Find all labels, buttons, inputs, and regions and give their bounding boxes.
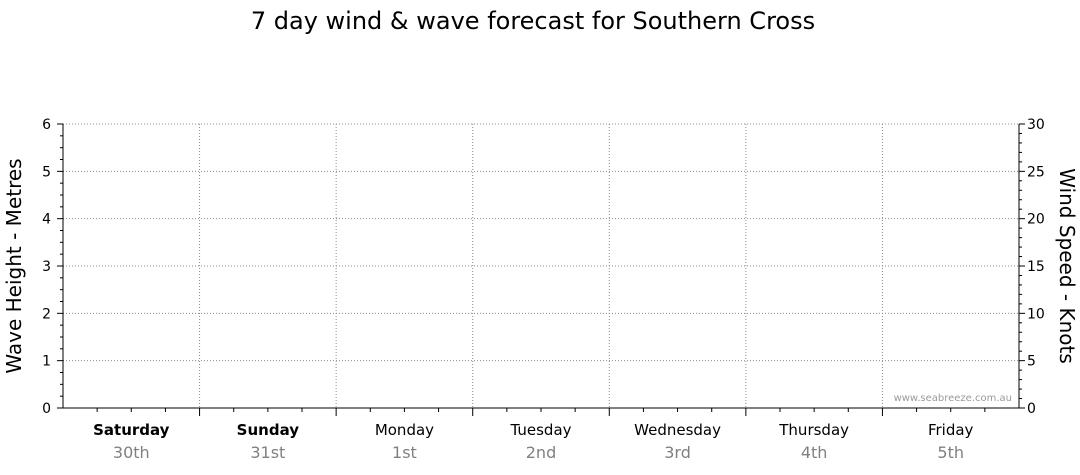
watermark: www.seabreeze.com.au	[894, 393, 1012, 404]
day-date-label: 3rd	[664, 443, 691, 462]
right-tick-label: 25	[1027, 164, 1045, 180]
day-date-label: 4th	[801, 443, 828, 462]
left-tick-label: 6	[42, 117, 51, 133]
day-name-label: Saturday	[93, 421, 170, 439]
day-date-label: 30th	[113, 443, 150, 462]
day-date-label: 1st	[392, 443, 417, 462]
left-tick-label: 5	[42, 164, 51, 180]
right-tick-label: 30	[1027, 117, 1045, 133]
chart-title: 7 day wind & wave forecast for Southern …	[251, 7, 815, 35]
right-y-ticks: 0 5 10 15 20 25 30	[1019, 117, 1045, 417]
right-tick-label: 0	[1027, 401, 1036, 417]
day-name-label: Monday	[375, 421, 434, 439]
day-name-label: Sunday	[237, 421, 300, 439]
right-tick-label: 15	[1027, 259, 1045, 275]
day-date-label: 5th	[937, 443, 964, 462]
day-name-label: Friday	[928, 421, 974, 439]
right-axis-title: Wind Speed - Knots	[1055, 168, 1079, 364]
right-tick-label: 5	[1027, 354, 1036, 370]
x-ticks	[96, 408, 986, 416]
left-tick-label: 2	[42, 306, 51, 322]
grid-lines	[63, 123, 1019, 408]
left-tick-label: 0	[42, 401, 51, 417]
day-date-label: 31st	[250, 443, 285, 462]
day-labels: Saturday 30th Sunday 31st Monday 1st Tuesday 2n…	[93, 421, 973, 462]
left-tick-label: 1	[42, 354, 51, 370]
left-tick-label: 4	[42, 212, 51, 228]
day-name-label: Thursday	[778, 421, 849, 439]
left-y-ticks: 0 1 2 3 4 5 6	[42, 117, 63, 417]
right-tick-label: 20	[1027, 212, 1045, 228]
right-tick-label: 10	[1027, 306, 1045, 322]
day-name-label: Wednesday	[634, 421, 721, 439]
day-name-label: Tuesday	[509, 421, 571, 439]
left-axis-title: Wave Height - Metres	[2, 158, 26, 373]
left-tick-label: 3	[42, 259, 51, 275]
day-date-label: 2nd	[526, 443, 556, 462]
